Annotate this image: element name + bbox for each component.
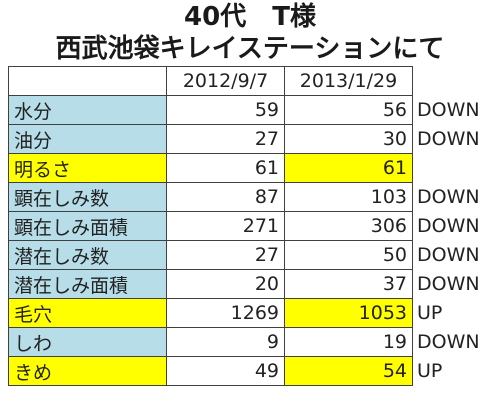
- table-row: 顕在しみ数 87 103 DOWN: [8, 182, 493, 212]
- value-date-2: 103: [284, 182, 413, 212]
- value-date-2: 37: [284, 269, 413, 299]
- table-row: 毛穴 1269 1053 UP: [8, 298, 493, 328]
- trend-note: DOWN: [417, 99, 480, 121]
- trend-note: UP: [417, 302, 443, 324]
- value-date-1: 1269: [166, 298, 285, 328]
- table-row: 潜在しみ面積 20 37 DOWN: [8, 269, 493, 299]
- title-line-1: 40代 T様: [184, 2, 316, 32]
- trend-note: DOWN: [417, 331, 480, 353]
- value-date-2: 306: [284, 211, 413, 241]
- row-label: 毛穴: [8, 298, 167, 328]
- value-date-1: 49: [166, 356, 285, 386]
- value-date-1: 9: [166, 327, 285, 357]
- row-label: 顕在しみ数: [8, 182, 167, 212]
- table-row: 油分 27 30 DOWN: [8, 124, 493, 154]
- value-date-2: 56: [284, 95, 413, 125]
- table-row: 潜在しみ数 27 50 DOWN: [8, 240, 493, 270]
- value-date-2: 50: [284, 240, 413, 270]
- header-date-1: 2012/9/7: [166, 66, 285, 96]
- row-label: 明るさ: [8, 153, 167, 183]
- header-row: 2012/9/7 2013/1/29: [8, 66, 493, 96]
- trend-note: [413, 154, 493, 183]
- row-label: しわ: [8, 327, 167, 357]
- table-row: 水分 59 56 DOWN: [8, 95, 493, 125]
- trend-note: UP: [417, 360, 443, 382]
- trend-note: DOWN: [417, 186, 480, 208]
- header-note-blank: [413, 67, 493, 96]
- value-date-2: 61: [284, 153, 413, 183]
- trend-note: DOWN: [417, 215, 480, 237]
- table-row: 顕在しみ面積 271 306 DOWN: [8, 211, 493, 241]
- value-date-2: 30: [284, 124, 413, 154]
- trend-note: DOWN: [417, 128, 480, 150]
- value-date-1: 271: [166, 211, 285, 241]
- value-date-1: 59: [166, 95, 285, 125]
- trend-note: DOWN: [417, 273, 480, 295]
- row-label: 顕在しみ面積: [8, 211, 167, 241]
- row-label: 水分: [8, 95, 167, 125]
- value-date-1: 27: [166, 240, 285, 270]
- title-line-2: 西武池袋キレイステーションにて: [55, 34, 445, 64]
- row-label: 潜在しみ面積: [8, 269, 167, 299]
- table-row: 明るさ 61 61: [8, 153, 493, 183]
- value-date-1: 20: [166, 269, 285, 299]
- value-date-2: 54: [284, 356, 413, 386]
- value-date-1: 87: [166, 182, 285, 212]
- row-label: きめ: [8, 356, 167, 386]
- header-date-2: 2013/1/29: [284, 66, 413, 96]
- corner-cell: [8, 66, 167, 96]
- trend-note: DOWN: [417, 244, 480, 266]
- value-date-1: 61: [166, 153, 285, 183]
- row-label: 潜在しみ数: [8, 240, 167, 270]
- value-date-1: 27: [166, 124, 285, 154]
- table-row: しわ 9 19 DOWN: [8, 327, 493, 357]
- value-date-2: 19: [284, 327, 413, 357]
- table-row: きめ 49 54 UP: [8, 356, 493, 386]
- row-label: 油分: [8, 124, 167, 154]
- skin-measurement-table: 2012/9/7 2013/1/29 水分 59 56 DOWN 油分 27 30 DOWN 明…: [8, 66, 493, 386]
- value-date-2: 1053: [284, 298, 413, 328]
